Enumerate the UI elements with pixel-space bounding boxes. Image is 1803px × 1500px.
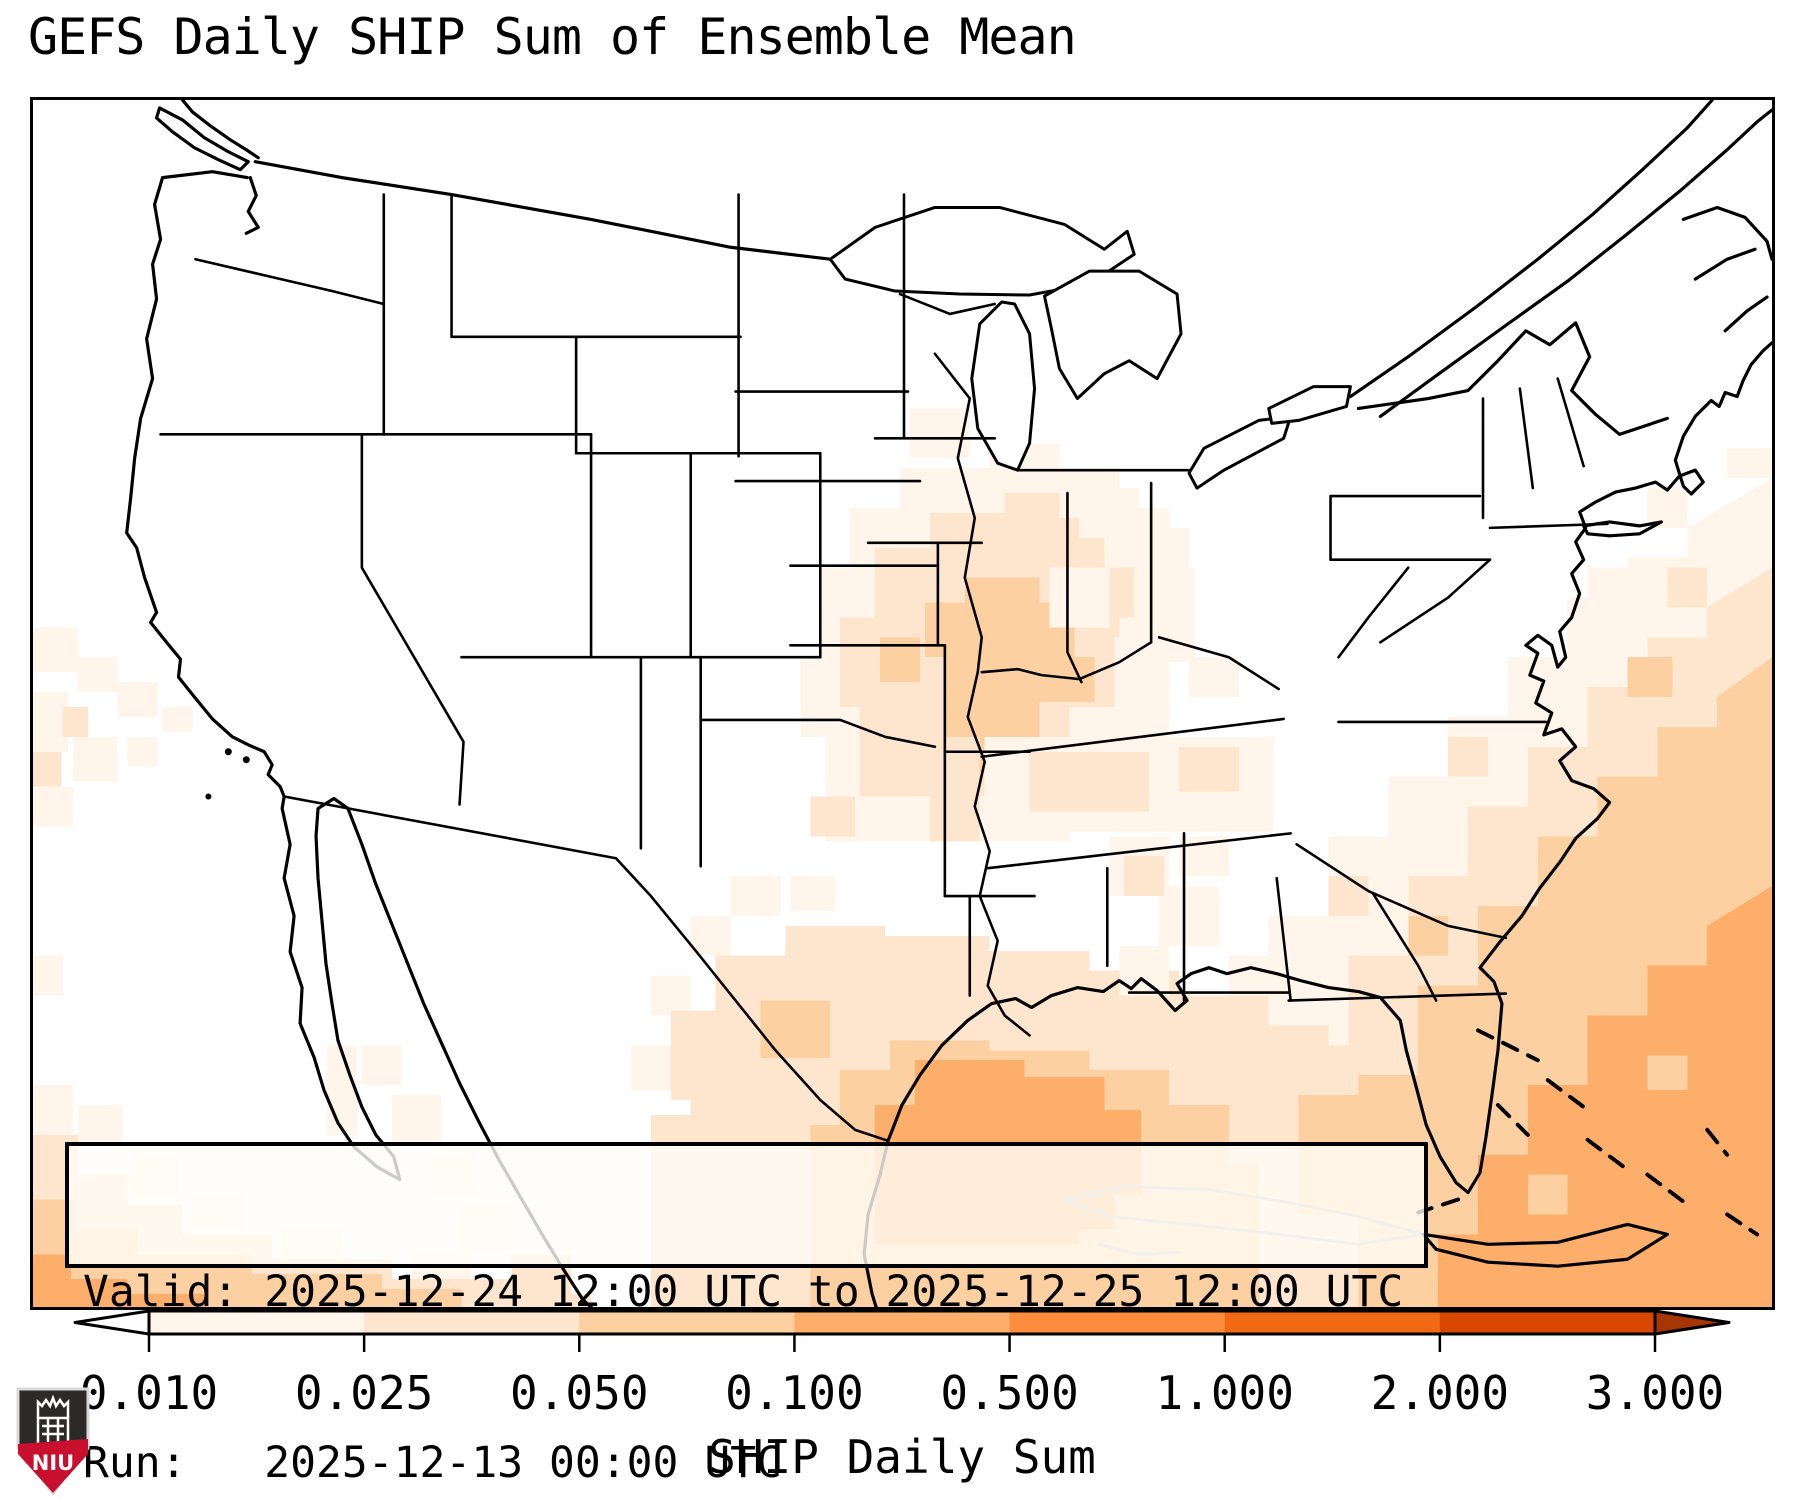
- great-lakes: [828, 205, 1352, 490]
- colorbar-segment: [1224, 1311, 1441, 1334]
- colorbar-segment: [579, 1311, 796, 1334]
- colorbar-segment: [149, 1311, 366, 1334]
- colorbar-segment: [794, 1311, 1011, 1334]
- colorbar-ticks: [147, 1334, 1657, 1352]
- colorbar-tick-label: 0.050: [510, 1366, 649, 1420]
- figure-title: GEFS Daily SHIP Sum of Ensemble Mean: [28, 8, 1077, 66]
- bahamas-florida-keys-dashes: [1416, 1028, 1760, 1237]
- colorbar-segment: [364, 1311, 581, 1334]
- state-borders: [159, 193, 1609, 1143]
- colorbar-tick-label: 3.000: [1585, 1366, 1725, 1420]
- map-panel: [30, 97, 1775, 1310]
- niu-logo: NIU: [16, 1387, 90, 1496]
- coastlines: [125, 100, 1772, 1307]
- colorbar-tick-label: 0.025: [294, 1366, 434, 1420]
- colorbar-tick-label: 0.010: [79, 1366, 219, 1420]
- us-weather-map: [33, 100, 1772, 1307]
- colorbar-tick-label: 0.100: [725, 1366, 864, 1420]
- colorbar-outline: [147, 1309, 1657, 1336]
- colorbar-tick-label: 2.000: [1370, 1366, 1510, 1420]
- niu-red-band: [18, 1439, 88, 1493]
- colorbar: [73, 1309, 1731, 1352]
- colorbar-tick-label: 1.000: [1155, 1366, 1294, 1420]
- run-time-text: Run: 2025-12-13 00:00 UTC: [83, 1438, 782, 1488]
- colorbar-over-arrow: [1653, 1309, 1731, 1336]
- colorbar-segment: [1009, 1311, 1226, 1334]
- colorbar-under-arrow: [73, 1309, 151, 1336]
- colorbar-axis-label: SHIP Daily Sum: [708, 1430, 1096, 1484]
- colorbar-segments: [149, 1311, 1656, 1334]
- valid-run-annotation-box: Valid: 2025-12-24 12:00 UTC to 2025-12-2…: [65, 1142, 1428, 1488]
- colorbar-segment: [1439, 1311, 1656, 1334]
- niu-logo-text: NIU: [32, 1451, 74, 1475]
- colorbar-tick-label: 0.500: [940, 1366, 1079, 1420]
- valid-time-text: Valid: 2025-12-24 12:00 UTC to 2025-12-2…: [83, 1267, 1404, 1317]
